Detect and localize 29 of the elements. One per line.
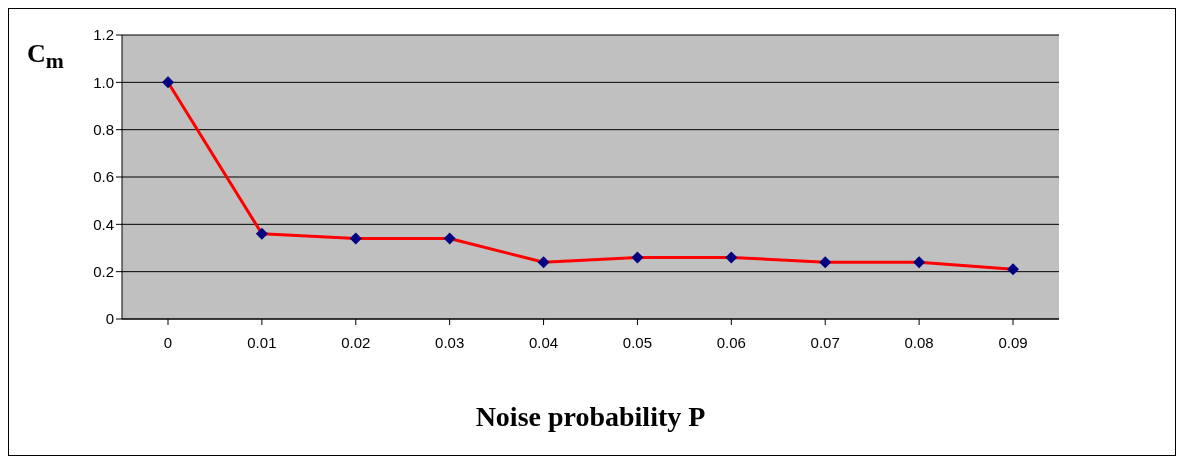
x-axis-title: Noise probability P [474, 401, 707, 433]
point [162, 76, 174, 89]
x-tick-label: 0.08 [904, 333, 934, 351]
point [1007, 263, 1019, 276]
x-tick-label: 0 [163, 333, 173, 351]
x-tick-label: 0.02 [341, 333, 371, 351]
x-tick-label: 0.07 [810, 333, 840, 351]
point [255, 227, 268, 240]
point [537, 256, 550, 269]
y-tick-label: 1.0 [93, 73, 114, 91]
y-tick-label: 0 [105, 310, 114, 328]
point [913, 256, 926, 269]
x-tick-label: 0.04 [528, 333, 559, 351]
point [631, 251, 644, 264]
y-tick-label: 0.2 [93, 262, 114, 280]
y-axis-title: C$_{m}$ [27, 39, 64, 75]
x-tick-label: 0.06 [716, 333, 746, 351]
x-tick-label: 0.05 [622, 333, 653, 351]
x-tick-label: 0.09 [998, 333, 1028, 351]
point [819, 256, 832, 269]
point [725, 251, 738, 264]
y-tick-label: 1.2 [93, 26, 114, 44]
point [443, 232, 456, 245]
point [349, 232, 362, 245]
y-tick-label: 0.8 [93, 120, 114, 138]
y-tick-label: 0.6 [93, 168, 114, 186]
y-tick-label: 0.4 [93, 215, 114, 233]
x-tick-label: 0.03 [435, 333, 465, 351]
x-tick-label: 0.01 [247, 333, 277, 351]
